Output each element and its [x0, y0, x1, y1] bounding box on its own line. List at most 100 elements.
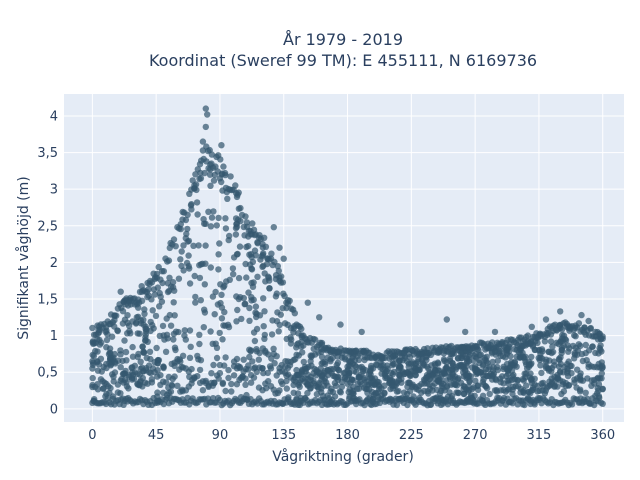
y-tick-label: 0: [50, 402, 58, 417]
data-point: [124, 302, 132, 309]
data-point: [186, 280, 194, 287]
data-point: [494, 366, 501, 374]
data-point: [579, 377, 587, 384]
data-point: [575, 341, 582, 348]
data-point: [279, 279, 287, 286]
data-point: [245, 233, 252, 240]
data-point: [232, 231, 240, 238]
data-point: [350, 383, 357, 391]
data-point: [599, 385, 606, 392]
data-point: [229, 265, 237, 272]
data-point: [159, 322, 167, 330]
data-point: [92, 331, 100, 338]
data-point: [497, 352, 504, 360]
data-point: [554, 383, 561, 390]
data-point: [538, 369, 545, 377]
data-point: [196, 331, 203, 338]
data-point: [557, 368, 564, 375]
data-point: [290, 389, 297, 396]
data-point: [141, 306, 148, 313]
data-point: [556, 356, 563, 364]
data-point: [171, 312, 178, 319]
data-point: [449, 370, 456, 377]
data-point: [122, 348, 130, 356]
x-tick-label: 135: [271, 428, 296, 443]
data-point: [163, 331, 171, 338]
data-point: [525, 361, 533, 368]
data-point: [246, 304, 253, 312]
data-point: [571, 349, 578, 357]
data-point: [489, 358, 496, 366]
data-point: [196, 340, 203, 348]
data-point: [247, 379, 255, 386]
y-tick-label: 0,5: [37, 366, 58, 381]
data-point: [457, 379, 465, 386]
data-point: [358, 363, 365, 371]
data-point: [149, 322, 156, 329]
data-point: [225, 374, 232, 382]
data-point: [177, 358, 184, 365]
data-point: [221, 169, 229, 177]
data-point: [474, 382, 482, 389]
data-point: [261, 331, 268, 339]
x-axis-ticks: 0 45 90 135 180 225 270 315 360: [88, 428, 615, 443]
data-point: [398, 379, 405, 386]
data-point: [117, 351, 124, 358]
data-point: [216, 361, 224, 369]
data-point: [520, 388, 527, 396]
data-point: [290, 376, 297, 384]
data-point: [114, 327, 121, 334]
data-point: [458, 349, 465, 356]
data-point: [304, 389, 311, 397]
data-point: [210, 361, 217, 369]
data-point: [463, 357, 471, 364]
data-point: [507, 353, 514, 360]
data-point: [192, 293, 199, 301]
data-point: [211, 379, 218, 387]
data-point: [514, 376, 521, 384]
data-point: [247, 347, 255, 354]
data-point: [183, 230, 190, 238]
data-point: [202, 123, 209, 131]
data-point: [179, 352, 187, 359]
data-point: [234, 306, 241, 314]
data-point: [259, 365, 266, 372]
data-point: [273, 372, 280, 379]
data-point: [565, 382, 572, 389]
data-point: [377, 364, 384, 371]
data-point: [196, 274, 204, 282]
data-point: [575, 320, 583, 327]
data-point: [293, 366, 300, 374]
data-point: [591, 376, 598, 384]
data-point: [233, 251, 241, 258]
data-point: [520, 377, 527, 384]
data-point: [222, 387, 229, 395]
data-point: [528, 323, 535, 330]
data-point: [188, 365, 195, 373]
data-point: [97, 355, 105, 362]
data-point: [215, 214, 222, 222]
data-point: [432, 361, 439, 369]
data-point: [571, 355, 578, 362]
data-point: [165, 373, 173, 381]
data-point: [266, 277, 273, 284]
data-point: [210, 208, 217, 215]
data-point: [582, 341, 589, 349]
data-point: [375, 379, 382, 386]
data-point: [301, 363, 309, 371]
data-point: [221, 282, 228, 289]
data-point: [585, 317, 592, 325]
data-point: [117, 288, 124, 295]
data-point: [423, 353, 431, 360]
data-point: [274, 309, 281, 316]
data-point: [389, 370, 397, 378]
data-point: [599, 364, 606, 371]
y-tick-label: 3,5: [37, 146, 58, 161]
data-point: [582, 349, 589, 357]
data-point: [334, 359, 342, 366]
data-point: [290, 381, 297, 389]
data-point: [401, 349, 408, 356]
data-point: [201, 169, 208, 177]
data-point: [89, 324, 96, 332]
data-point: [246, 317, 253, 324]
